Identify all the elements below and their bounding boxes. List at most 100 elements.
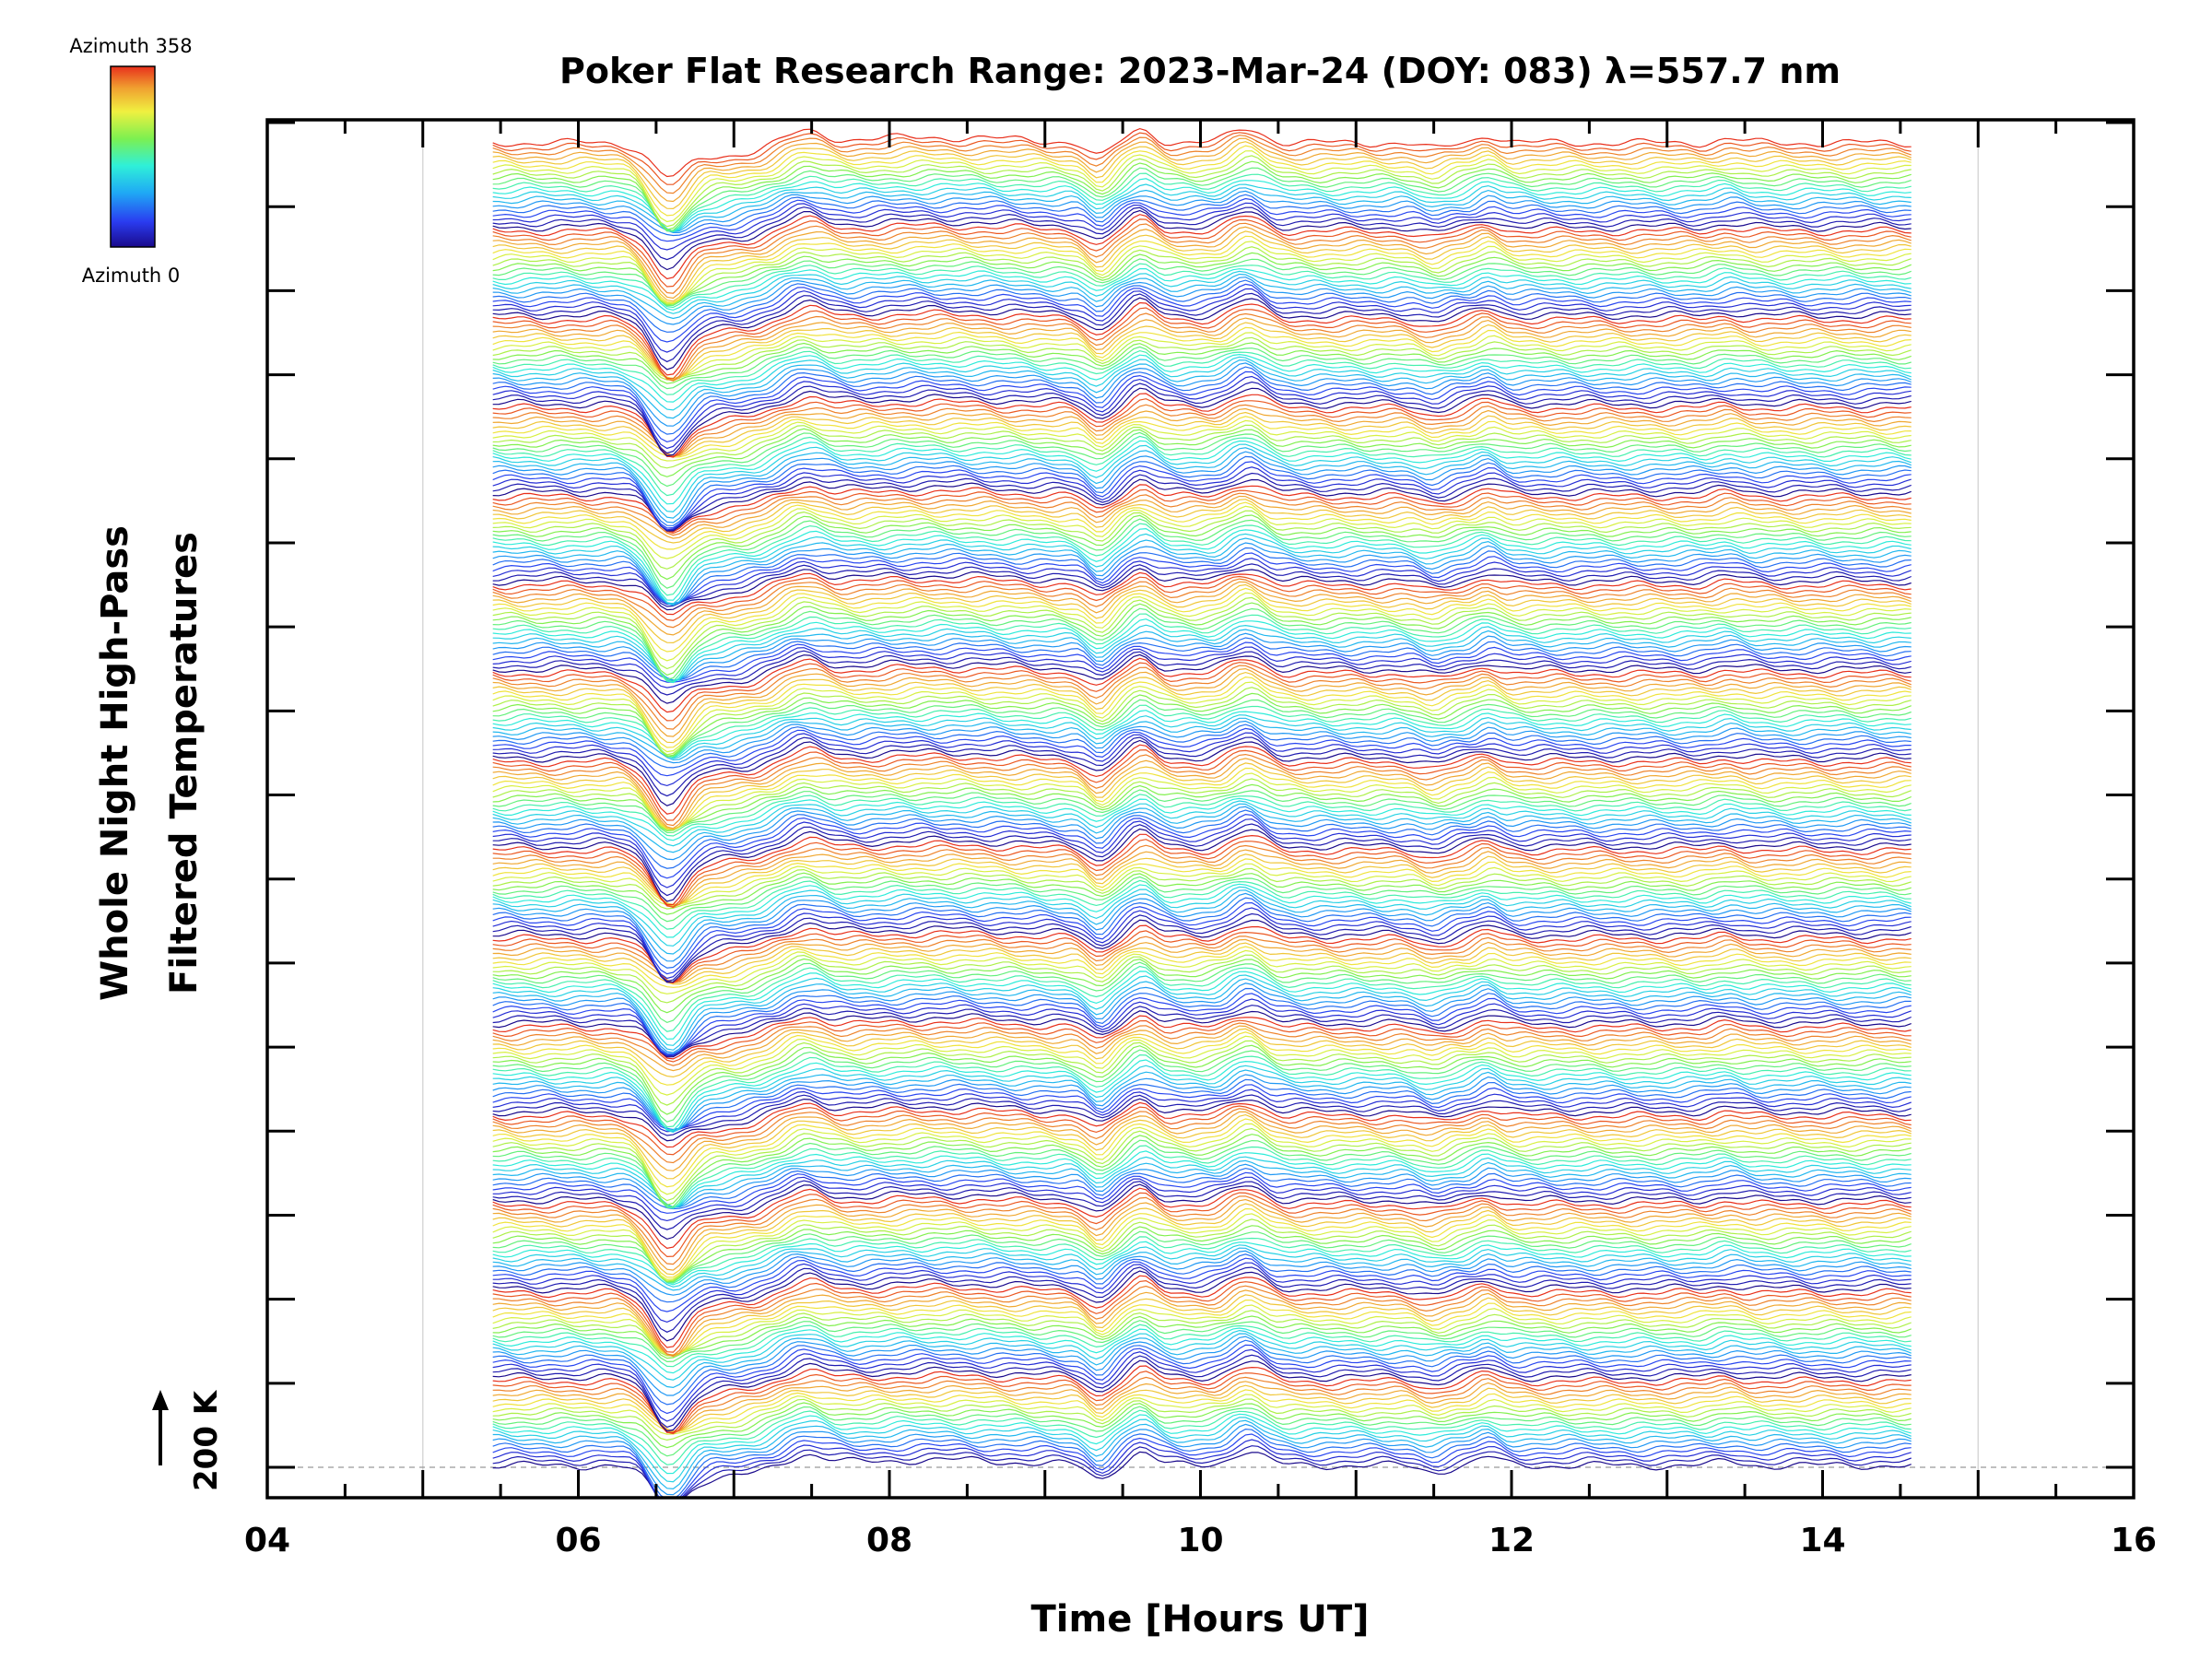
trace-line: [492, 547, 1912, 606]
trace-line: [492, 1074, 1912, 1132]
trace-line: [492, 137, 1912, 203]
trace-line: [492, 443, 1912, 512]
trace-line: [492, 135, 1912, 194]
trace-line: [492, 907, 1912, 980]
trace-line: [492, 987, 1912, 1055]
trace-line: [492, 1354, 1912, 1429]
trace-line: [492, 671, 1912, 744]
trace-line: [492, 571, 1912, 616]
trace-line: [492, 1394, 1912, 1435]
trace-line: [492, 346, 1912, 390]
trace-line: [492, 268, 1912, 312]
trace-line: [492, 583, 1912, 644]
trace-line: [492, 1044, 1912, 1115]
trace-line: [492, 1198, 1912, 1271]
trace-line: [492, 1028, 1912, 1078]
trace-line: [492, 1365, 1912, 1434]
trace-line: [492, 484, 1912, 533]
trace-line: [492, 803, 1912, 853]
trace-line: [492, 307, 1912, 380]
trace-line: [492, 1389, 1912, 1432]
trace-line: [492, 371, 1912, 443]
trace-line: [492, 1381, 1912, 1433]
trace-line: [492, 938, 1912, 983]
trace-line: [492, 1320, 1912, 1363]
trace-line: [492, 1294, 1912, 1357]
trace-line: [492, 194, 1912, 237]
trace-line: [492, 998, 1912, 1056]
trace-line: [492, 393, 1912, 458]
trace-line: [492, 527, 1912, 601]
trace-line: [492, 362, 1912, 427]
trace-line: [492, 1376, 1912, 1434]
trace-line: [492, 1203, 1912, 1276]
trace-line: [492, 461, 1912, 529]
trace-line: [492, 1371, 1912, 1435]
trace-line: [492, 472, 1912, 532]
trace-line: [492, 876, 1912, 923]
trace-line: [492, 424, 1912, 469]
trace-line: [492, 783, 1912, 832]
trace-line: [492, 1105, 1912, 1156]
trace-line: [492, 676, 1912, 748]
trace-line: [492, 542, 1912, 606]
trace-line: [492, 1040, 1912, 1106]
trace-line: [492, 1059, 1912, 1132]
trace-line: [492, 1167, 1912, 1210]
trace-line: [492, 1192, 1912, 1258]
trace-line: [492, 1101, 1912, 1148]
trace-line: [492, 407, 1912, 457]
trace-group: [492, 127, 1912, 1498]
trace-line: [492, 150, 1912, 223]
trace-line: [492, 292, 1912, 363]
trace-line: [492, 1344, 1912, 1415]
x-tick-labels: 04 06 08 10 12 14 16: [244, 1522, 2157, 1559]
trace-line: [492, 1333, 1912, 1389]
trace-line: [492, 714, 1912, 759]
trace-line: [492, 879, 1912, 930]
trace-line: [492, 806, 1912, 861]
trace-line: [492, 273, 1912, 320]
scale-arrow-icon: [152, 1390, 169, 1465]
trace-line: [492, 1213, 1912, 1281]
trace-line: [492, 794, 1912, 837]
trace-line: [492, 662, 1912, 722]
trace-line: [492, 901, 1912, 975]
trace-line: [492, 1156, 1912, 1209]
trace-line: [492, 665, 1912, 730]
trace-line: [492, 226, 1912, 300]
trace-line: [492, 762, 1912, 830]
trace-line: [492, 1339, 1912, 1406]
trace-line: [492, 332, 1912, 380]
trace-line: [492, 1348, 1912, 1422]
trace-line: [492, 1299, 1912, 1357]
trace-line: [492, 411, 1912, 457]
trace-line: [492, 657, 1912, 713]
trace-line: [492, 961, 1912, 1024]
trace-line: [492, 1335, 1912, 1396]
trace-line: [492, 797, 1912, 841]
trace-line: [492, 1094, 1912, 1136]
x-ticks: [265, 120, 2136, 1498]
trace-line: [492, 1270, 1912, 1342]
trace-line: [492, 1250, 1912, 1296]
trace-line: [492, 1419, 1912, 1490]
trace-line: [492, 263, 1912, 309]
y-ticks: [267, 121, 2134, 1469]
x-tick-label: 04: [244, 1522, 290, 1559]
trace-line: [492, 1279, 1912, 1353]
trace-line: [492, 283, 1912, 343]
trace-line: [492, 632, 1912, 681]
trace-line: [492, 624, 1912, 683]
trace-line: [492, 809, 1912, 869]
trace-line: [492, 359, 1912, 419]
trace-line: [492, 1451, 1912, 1498]
trace-line: [492, 1409, 1912, 1465]
trace-line: [492, 356, 1912, 411]
trace-line: [492, 428, 1912, 477]
trace-line: [492, 375, 1912, 450]
trace-line: [492, 398, 1912, 458]
trace-line: [492, 501, 1912, 550]
trace-line: [492, 653, 1912, 704]
